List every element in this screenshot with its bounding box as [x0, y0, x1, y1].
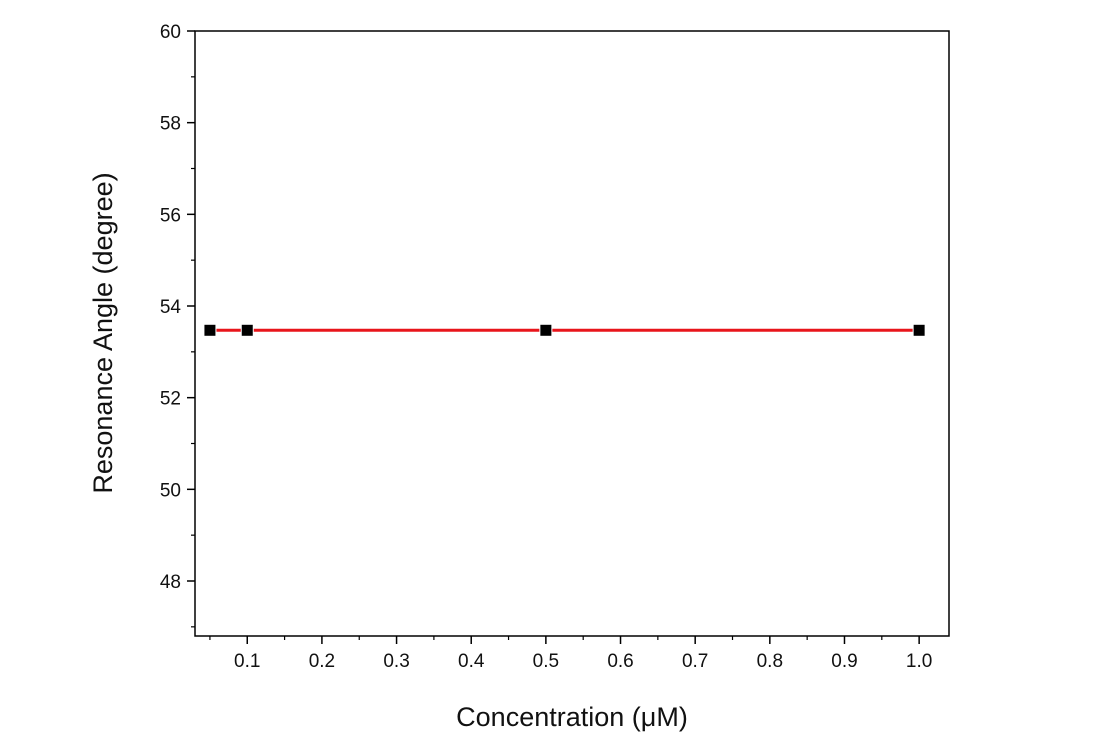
data-point-marker	[203, 323, 217, 337]
x-tick-label: 0.2	[309, 651, 335, 672]
x-tick-label: 0.4	[458, 651, 485, 672]
y-tick-label: 54	[160, 297, 182, 318]
x-tick-label: 0.7	[682, 651, 708, 672]
y-tick-label: 56	[160, 205, 181, 226]
y-axis-ticks: 48 50 52 54 56 58 60	[160, 22, 195, 628]
data-point-marker	[912, 323, 926, 337]
y-tick-label: 52	[160, 389, 181, 410]
x-tick-label: 0.6	[607, 651, 633, 672]
series-layer	[203, 323, 926, 337]
x-tick-label: 0.3	[383, 651, 409, 672]
x-axis-ticks: 0.1 0.2 0.3 0.4 0.5 0.6 0.7 0.8 0.9 1.0	[209, 636, 932, 672]
y-tick-label: 58	[160, 114, 181, 135]
y-axis-title: Resonance Angle (degree)	[88, 172, 118, 493]
x-tick-label: 0.8	[757, 651, 783, 672]
data-point-marker	[539, 323, 553, 337]
x-tick-label: 0.5	[533, 651, 559, 672]
plot-frame	[194, 30, 950, 637]
data-point-marker	[240, 323, 254, 337]
y-tick-label: 60	[160, 22, 181, 43]
y-tick-label: 50	[160, 480, 181, 501]
y-tick-label: 48	[160, 572, 181, 593]
x-axis-title: Concentration (μM)	[456, 702, 688, 732]
x-tick-label: 0.1	[234, 651, 260, 672]
x-tick-label: 1.0	[906, 651, 932, 672]
x-tick-label: 0.9	[831, 651, 857, 672]
